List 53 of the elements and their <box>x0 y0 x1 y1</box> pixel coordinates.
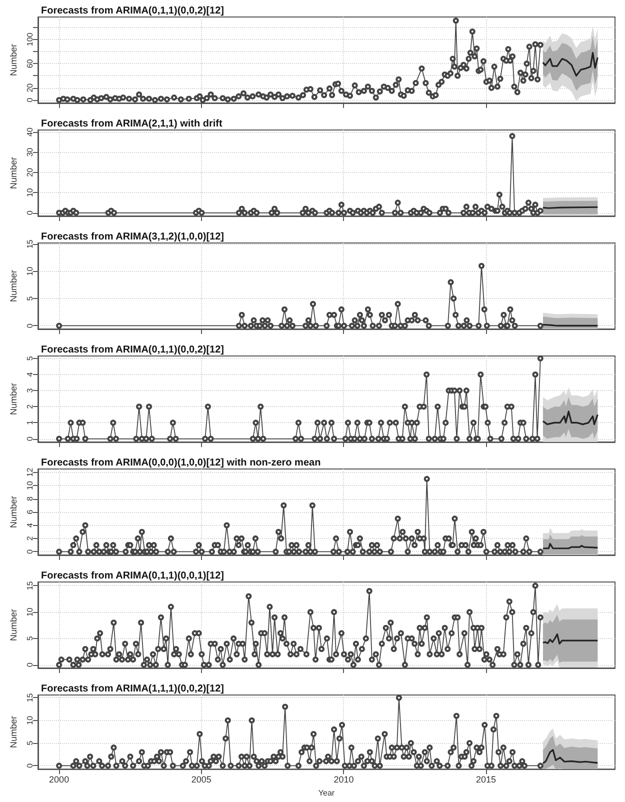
y-tick-label: 10 <box>26 480 34 490</box>
chart-title: Forecasts from ARIMA(2,1,1) with drift <box>41 118 223 130</box>
y-axis-title: Number <box>8 716 18 748</box>
y-tick-label: 20 <box>26 167 34 177</box>
y-axis-title: Number <box>8 156 18 190</box>
chart-title: Forecasts from ARIMA(3,1,2)(1,0,0)[12] <box>41 232 224 242</box>
y-tick-label: 4 <box>26 522 34 528</box>
chart-title: Forecasts from ARIMA(0,1,1)(0,0,2)[12] <box>41 344 224 356</box>
y-axis-title: Number <box>8 382 18 416</box>
y-tick-label: 5 <box>26 296 34 301</box>
y-tick-label: 4 <box>26 372 34 377</box>
y-tick-label: 5 <box>26 356 34 361</box>
y-tick-label: 0 <box>26 548 34 554</box>
y-tick-label: 0 <box>26 436 34 442</box>
y-axis-title: Number <box>8 44 18 76</box>
y-tick-label: 1 <box>26 420 34 425</box>
y-tick-label: 10 <box>26 188 34 198</box>
y-tick-label: 30 <box>26 147 34 157</box>
x-tick-label: 2000 <box>49 774 70 785</box>
chart-title: Forecasts from ARIMA(0,1,1)(0,0,2)[12] <box>41 6 224 16</box>
y-tick-label: 12 <box>26 467 34 477</box>
x-tick-label: 2005 <box>191 774 212 785</box>
y-axis-title: Number <box>8 608 18 642</box>
y-tick-label: 15 <box>26 239 34 249</box>
y-tick-label: 10 <box>26 266 34 276</box>
y-tick-label: 10 <box>26 607 34 617</box>
y-tick-label: 15 <box>26 692 34 702</box>
y-tick-label: 6 <box>26 509 34 514</box>
y-tick-label: 3 <box>26 388 34 393</box>
y-tick-label: 0 <box>26 762 34 768</box>
y-tick-label: 0 <box>26 97 34 102</box>
y-tick-label: 5 <box>26 740 34 746</box>
y-tick-label: 10 <box>26 715 34 725</box>
y-tick-label: 0 <box>26 322 34 328</box>
x-tick-label: 2015 <box>476 774 496 785</box>
y-tick-label: 0 <box>26 210 34 215</box>
y-tick-label: 2 <box>26 536 34 541</box>
y-tick-label: 8 <box>26 496 34 501</box>
y-tick-label: 60 <box>26 58 34 68</box>
y-tick-label: 40 <box>26 127 34 136</box>
y-tick-label: 100 <box>26 32 34 46</box>
y-tick-label: 0 <box>26 662 34 668</box>
chart-title: Forecasts from ARIMA(1,1,1)(0,0,2)[12] <box>41 684 224 694</box>
y-tick-label: 2 <box>26 404 34 409</box>
x-tick-label: 2010 <box>334 774 354 785</box>
y-tick-label: 5 <box>26 636 34 641</box>
y-tick-label: 20 <box>26 82 34 92</box>
y-axis-title: Number <box>8 496 18 528</box>
x-axis-title: Year <box>318 788 335 798</box>
y-tick-label: 15 <box>26 580 34 590</box>
chart-title: Forecasts from ARIMA(0,0,0)(1,0,0)[12] with non-zero mean <box>41 458 321 468</box>
y-axis-title: Number <box>8 270 18 302</box>
chart-title: Forecasts from ARIMA(0,1,1)(0,0,1)[12] <box>41 570 224 582</box>
